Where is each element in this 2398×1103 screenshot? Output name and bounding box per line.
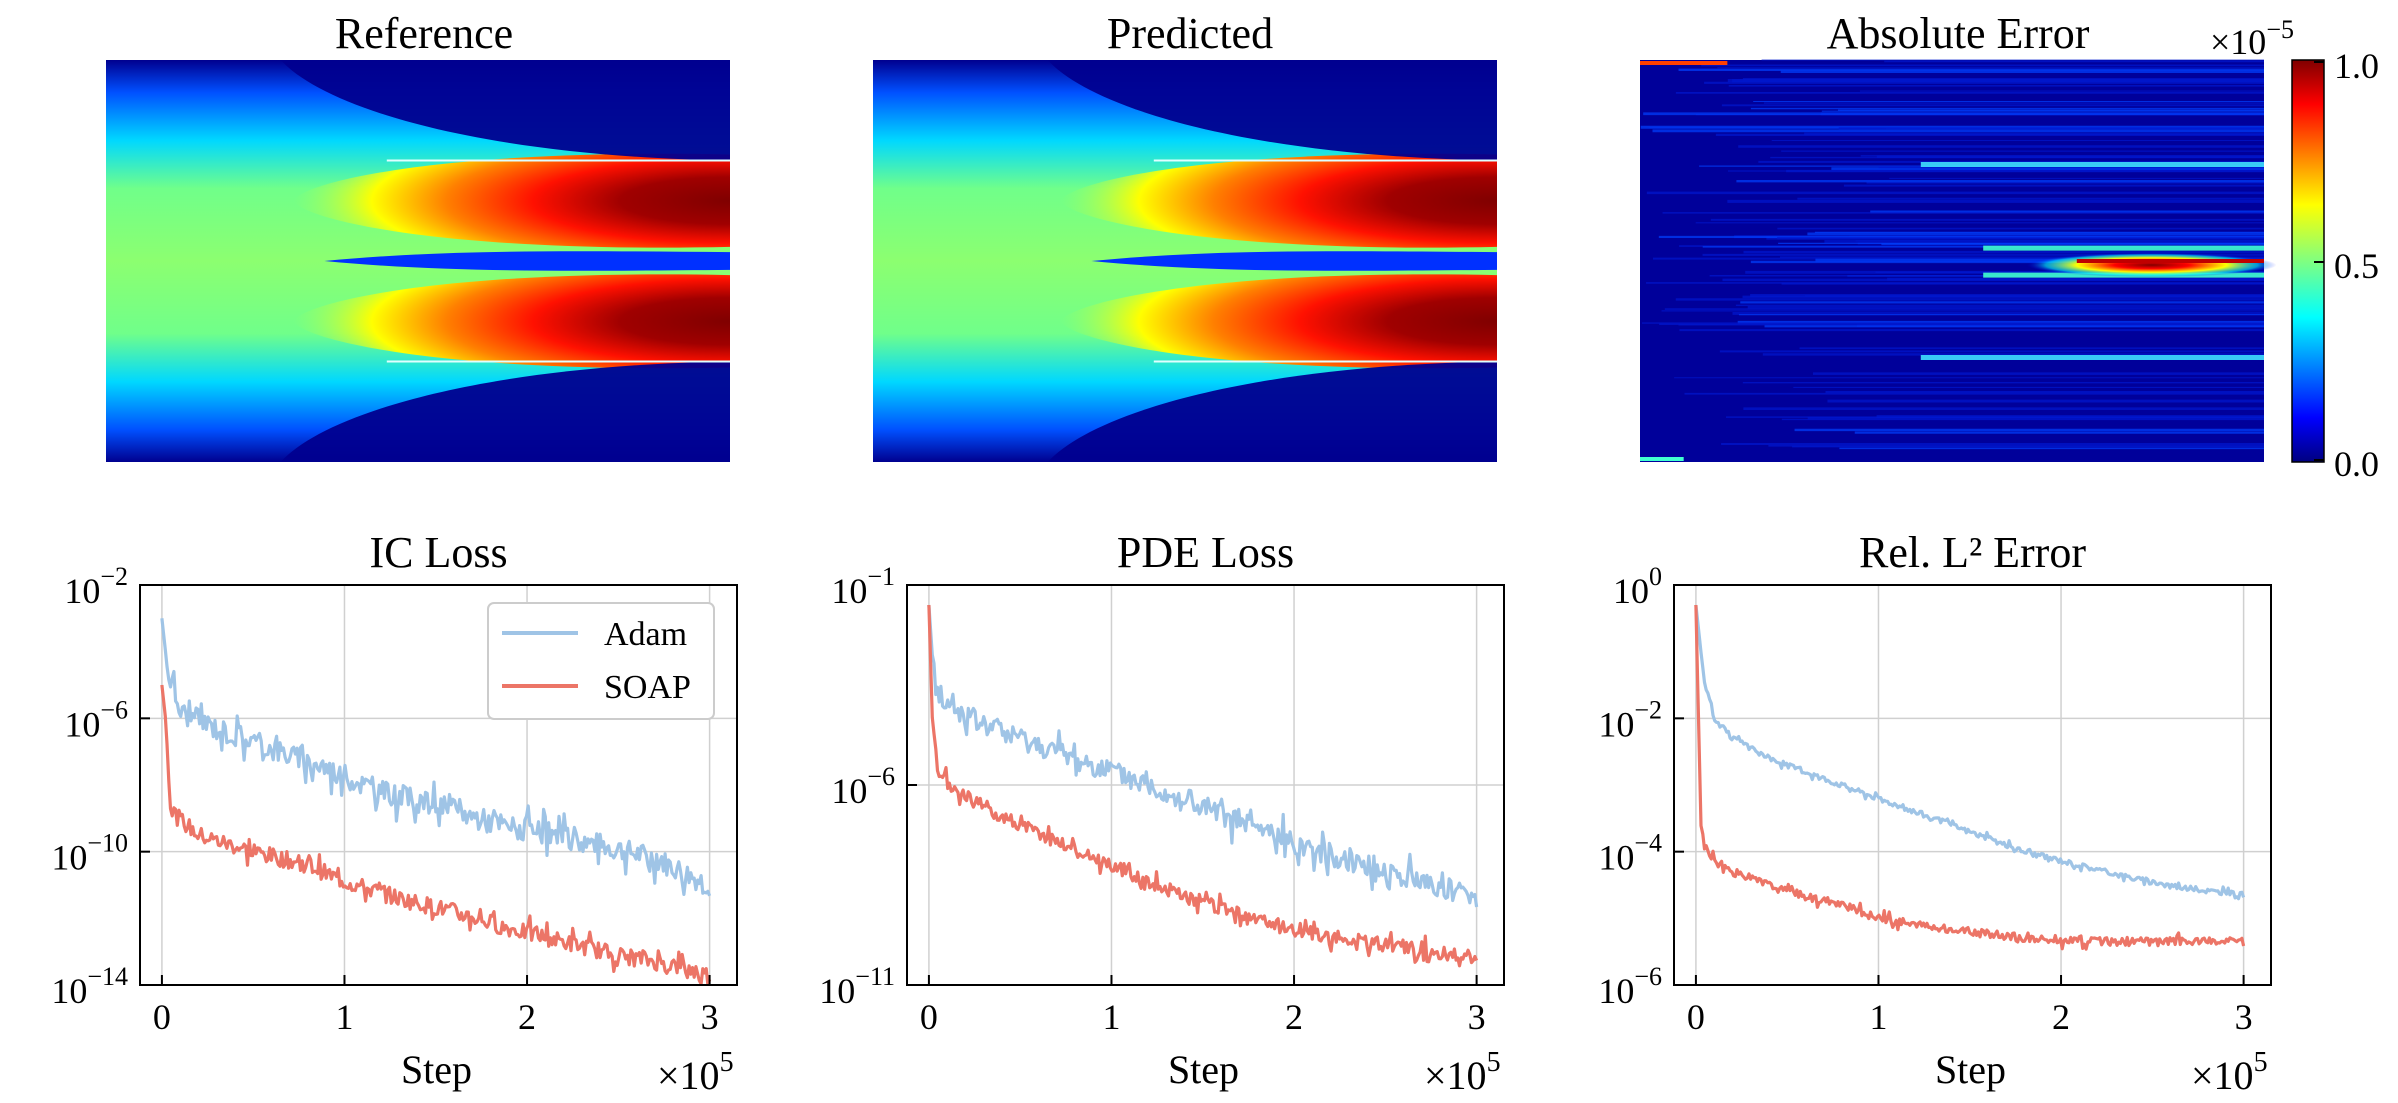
legend: Adam SOAP	[487, 602, 715, 720]
title-predicted: Predicted	[1107, 9, 1273, 58]
heatmap-wedge-bottom	[1047, 361, 1497, 462]
heatmap-lobe	[293, 153, 730, 248]
series-line-adam	[160, 618, 712, 897]
x-tick-label: 1	[1869, 997, 1887, 1037]
x-axis-label: Step	[401, 1047, 472, 1092]
y-tick-label: 10−1	[831, 562, 895, 611]
y-tick-label: 10−11	[819, 962, 895, 1011]
y-tick-label: 10−4	[1598, 829, 1662, 878]
y-tick-label: 10−6	[831, 762, 895, 811]
heatmap-wedge-top	[1047, 60, 1497, 161]
x-tick-label: 2	[2052, 997, 2070, 1037]
series-line-soap	[160, 684, 712, 985]
colorbar-tick-label: 1.0	[2334, 46, 2379, 86]
chart-title: Rel. L² Error	[1859, 528, 2086, 577]
x-tick-label: 0	[1687, 997, 1705, 1037]
heatmap-lobe	[1060, 274, 1497, 369]
heatmap-center-band	[324, 251, 730, 271]
legend-label-adam: Adam	[604, 616, 687, 653]
colorbar: 1.0 0.5 0.0 ×10−5	[2210, 15, 2379, 484]
plot-frame	[139, 584, 738, 986]
x-tick-label: 2	[1285, 997, 1303, 1037]
y-tick-label: 10−14	[51, 962, 128, 1011]
title-absolute-error: Absolute Error	[1827, 9, 2090, 58]
legend-label-soap: SOAP	[604, 669, 691, 706]
heatmap-hotspot	[2026, 252, 2277, 278]
x-tick-label: 2	[518, 997, 536, 1037]
x-tick-label: 3	[2235, 997, 2253, 1037]
y-tick-label: 100	[1613, 562, 1662, 611]
chart-title: PDE Loss	[1117, 528, 1294, 577]
heatmap-predicted	[873, 60, 1497, 462]
x-tick-label: 1	[335, 997, 353, 1037]
plot-frame	[1673, 584, 2272, 986]
title-reference: Reference	[335, 9, 513, 58]
x-axis-multiplier: ×105	[1424, 1047, 1501, 1098]
heatmap-absolute-error	[1640, 59, 2277, 462]
heatmap-lobe	[293, 274, 730, 369]
chart-pde-loss: PDE Loss 0 1 2 3 10−1 10−6 10−11 Step ×105	[819, 528, 1505, 1098]
x-tick-label: 3	[701, 997, 719, 1037]
colorbar-tick-label: 0.0	[2334, 444, 2379, 484]
series-line-soap	[1694, 604, 2246, 951]
heatmap-center-band	[1091, 251, 1497, 271]
series-line-adam	[1694, 604, 2246, 901]
y-tick-label: 10−6	[64, 695, 128, 744]
colorbar-multiplier: ×10−5	[2210, 15, 2294, 62]
series-line-adam	[927, 604, 1479, 908]
chart-title: IC Loss	[369, 528, 507, 577]
x-axis-label: Step	[1168, 1047, 1239, 1092]
heatmap-reference	[106, 60, 730, 462]
series-line-soap	[927, 604, 1479, 968]
x-tick-label: 0	[920, 997, 938, 1037]
x-tick-label: 3	[1468, 997, 1486, 1037]
chart-rel-l2-error: Rel. L² Error 0 1 2 3 100 10−2 10−4 10−6 Step ×105	[1598, 528, 2272, 1098]
colorbar-tick-label: 0.5	[2334, 246, 2379, 286]
heatmap-wedge-top	[280, 60, 730, 161]
x-axis-multiplier: ×105	[657, 1047, 734, 1098]
x-tick-label: 0	[153, 997, 171, 1037]
heatmap-wedge-bottom	[280, 361, 730, 462]
heatmap-lobe	[1060, 153, 1497, 248]
x-tick-label: 1	[1102, 997, 1120, 1037]
y-tick-label: 10−2	[1598, 695, 1662, 744]
y-tick-label: 10−6	[1598, 962, 1662, 1011]
y-tick-label: 10−10	[51, 829, 128, 878]
x-axis-label: Step	[1935, 1047, 2006, 1092]
x-axis-multiplier: ×105	[2191, 1047, 2268, 1098]
y-tick-label: 10−2	[64, 562, 128, 611]
